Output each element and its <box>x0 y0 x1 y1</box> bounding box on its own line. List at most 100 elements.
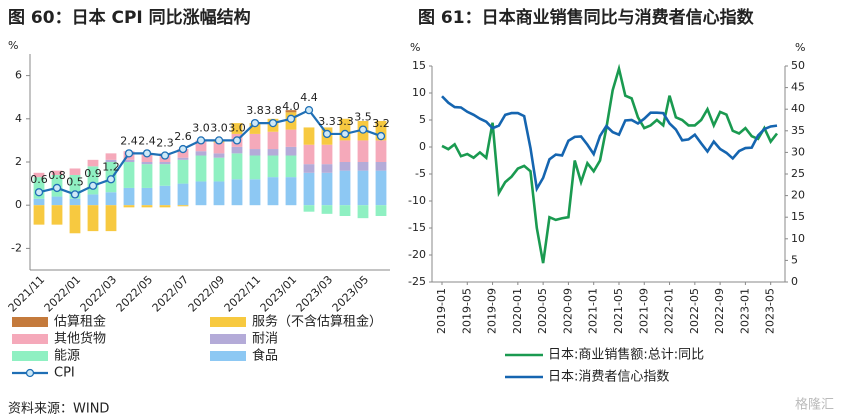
bar-segment <box>87 205 99 232</box>
y2-tick-label: 50 <box>791 59 805 72</box>
cpi-marker <box>196 136 206 145</box>
data-label: 2.4 <box>138 134 156 147</box>
bar-segment <box>267 155 279 178</box>
bar-segment <box>321 164 333 173</box>
y-tick-label: 0 <box>15 198 22 211</box>
bar-segment <box>69 198 81 206</box>
bar-segment <box>231 123 243 134</box>
bar-segment <box>105 159 117 162</box>
bar-segment <box>213 142 225 154</box>
y-tick-label: -10 <box>408 194 426 207</box>
bar-segment <box>123 205 135 208</box>
cpi-marker <box>214 136 224 145</box>
data-label: 3.5 <box>354 111 372 124</box>
y-tick-label: -5 <box>415 167 426 180</box>
bar-segment <box>105 192 117 206</box>
bar-segment <box>141 153 153 162</box>
y2-tick-label: 20 <box>791 189 805 202</box>
y2-tick-label: 40 <box>791 102 805 115</box>
data-label: 3.0 <box>228 121 246 134</box>
bar-segment <box>159 162 171 165</box>
bar-segment <box>375 205 387 216</box>
x-tick-label: 2023-01 <box>738 288 751 334</box>
cpi-marker <box>358 125 368 134</box>
y-tick-label: -2 <box>11 241 22 254</box>
y-tick-label: 4 <box>15 112 22 125</box>
bar-segment <box>267 149 279 156</box>
bar-segment <box>285 146 297 156</box>
bar-segment <box>285 177 297 206</box>
legend-label: 其他货物 <box>54 331 106 347</box>
bar-segment <box>69 205 81 234</box>
y-tick-label: 10 <box>412 86 426 99</box>
legend-swatch <box>210 334 246 344</box>
data-label: 4.0 <box>282 100 300 113</box>
bar-segment <box>375 120 387 141</box>
bar-segment <box>231 146 243 154</box>
series-line <box>441 95 778 193</box>
bar-segment <box>231 179 243 206</box>
bar-segment <box>51 170 63 175</box>
bar-segment <box>105 153 117 160</box>
bar-segment <box>195 155 207 182</box>
cpi-marker <box>322 129 332 139</box>
bar-segment <box>123 159 135 162</box>
bar-segment <box>69 168 81 175</box>
x-tick-label: 2020-09 <box>561 288 574 334</box>
bar-segment <box>231 153 243 180</box>
data-label: 3.0 <box>210 121 228 134</box>
bar-segment <box>87 194 99 206</box>
bar-segment <box>303 144 315 165</box>
x-tick-label: 2021-05 <box>612 288 625 334</box>
bar-segment <box>159 164 171 186</box>
bar-segment <box>321 172 333 206</box>
data-label: 0.6 <box>30 173 48 186</box>
watermark: 格隆汇 <box>795 397 834 413</box>
bar-segment <box>51 196 63 206</box>
bar-segment <box>123 162 135 188</box>
x-tick-label: 2019-05 <box>460 288 473 334</box>
y-unit: % <box>410 41 420 54</box>
y-tick-label: -20 <box>408 248 426 261</box>
cpi-marker <box>250 118 260 128</box>
bar-segment <box>303 127 315 145</box>
bar-segment <box>105 205 117 232</box>
cpi-marker <box>142 149 152 158</box>
y2-tick-label: 15 <box>791 210 805 223</box>
bar-segment <box>339 162 351 171</box>
y-tick-label: 15 <box>412 59 426 72</box>
bar-segment <box>357 162 369 171</box>
legend-label: 日本:商业销售额:总计:同比 <box>548 347 704 363</box>
cpi-marker <box>376 131 386 141</box>
y-tick-label: -25 <box>408 275 426 288</box>
y-unit: % <box>8 39 18 52</box>
bar-segment <box>213 153 225 158</box>
legend-label: 服务（不含估算租金） <box>252 314 382 330</box>
cpi-marker <box>124 149 134 158</box>
legend-label: 能源 <box>54 349 80 364</box>
bar-segment <box>357 205 369 219</box>
cpi-marker <box>160 151 170 160</box>
data-label: 3.2 <box>372 117 390 130</box>
x-tick-label: 2022-01 <box>663 288 676 334</box>
bar-segment <box>69 174 81 199</box>
bar-segment <box>303 205 315 212</box>
data-label: 2.6 <box>174 130 192 143</box>
y2-tick-label: 45 <box>791 81 805 94</box>
y2-tick-label: 30 <box>791 145 805 158</box>
bar-segment <box>33 205 45 225</box>
bar-segment <box>357 140 369 162</box>
bar-segment <box>249 133 261 150</box>
bar-segment <box>141 187 153 206</box>
bar-segment <box>339 170 351 206</box>
data-label: 0.9 <box>84 167 102 180</box>
bar-segment <box>339 118 351 141</box>
legend-label: CPI <box>54 366 75 381</box>
data-label: 3.3 <box>336 115 354 128</box>
data-label: 3.8 <box>246 104 264 117</box>
bar-segment <box>267 131 279 150</box>
bar-segment <box>123 187 135 206</box>
bar-segment <box>213 181 225 206</box>
bar-segment <box>141 162 153 165</box>
data-label: 2.3 <box>156 137 174 150</box>
